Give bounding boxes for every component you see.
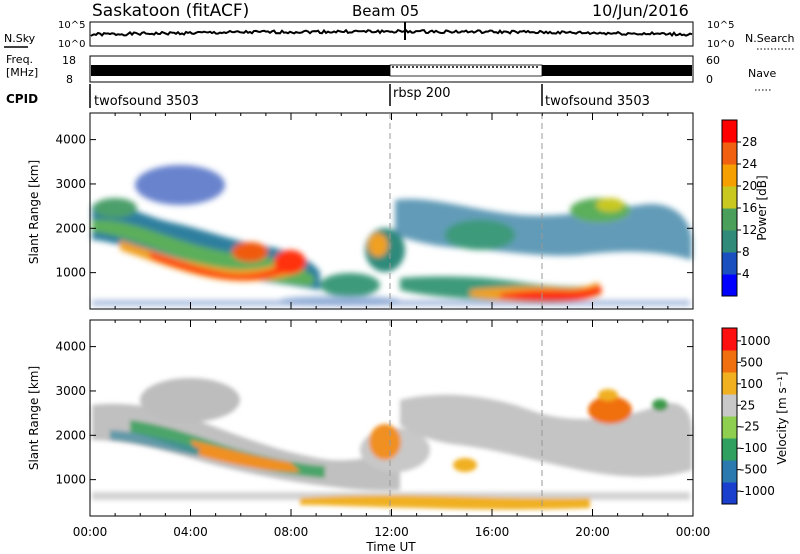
y-tick-label: 1000	[55, 473, 86, 487]
nave-tick-top: 60	[706, 54, 720, 67]
noise-panel: N.Sky 10^5 10^0 10^5 10^0 N.Search	[4, 20, 795, 50]
colorbar-tick-label: 500	[740, 355, 763, 369]
colorbar-segment	[722, 186, 737, 209]
y-tick-label: 2000	[55, 221, 86, 235]
colorbar-tick-label: -25	[740, 420, 760, 434]
colorbar-segment	[722, 416, 737, 439]
noise-tick-bottom-right: 10^0	[707, 39, 734, 50]
x-tick-label: 04:00	[173, 525, 208, 539]
freq-left-label: Freq.	[6, 53, 33, 66]
freq-tick-bottom: 8	[66, 73, 73, 86]
x-tick-label: 12:00	[374, 525, 409, 539]
colorbar-tick-label: -1000	[740, 484, 775, 498]
colorbar-segment	[722, 328, 737, 351]
cpid-segment-3: twofsound 3503	[545, 94, 650, 109]
power-colorbar: 4 8 12 16 20 24 28 Power [dB]	[721, 119, 769, 297]
velocity-colorbar-label: Velocity [m s⁻¹]	[775, 371, 789, 464]
colorbar-segment	[722, 164, 737, 187]
colorbar-segment	[722, 350, 737, 373]
colorbar-segment	[722, 438, 737, 461]
velocity-panel: 1000 2000 3000 4000 Slant Range [km]	[27, 319, 694, 517]
velocity-x-ticks	[89, 320, 694, 516]
colorbar-tick-label: 28	[742, 135, 757, 149]
colorbar-tick-label: 4	[742, 267, 750, 281]
cpid-row: CPID twofsound 3503 rbsp 200 twofsound 3…	[6, 84, 650, 109]
power-y-label: Slant Range [km]	[27, 160, 41, 264]
noise-left-label: N.Sky	[4, 32, 36, 45]
nave-right-label: Nave	[748, 67, 776, 80]
noise-tick-top-right: 10^5	[707, 20, 734, 31]
cpid-segment-2: rbsp 200	[393, 86, 451, 101]
power-y-axis: 1000 2000 3000 4000	[55, 133, 693, 280]
colorbar-tick-label: -100	[740, 441, 767, 455]
colorbar-segment	[722, 120, 737, 143]
y-tick-label: 2000	[55, 428, 86, 442]
colorbar-segment	[722, 372, 737, 395]
y-tick-label: 3000	[55, 384, 86, 398]
noise-sky-trace	[90, 28, 693, 37]
velocity-y-axis: 1000 2000 3000 4000	[55, 340, 693, 487]
colorbar-segment	[722, 460, 737, 483]
power-colorbar-label: Power [dB]	[755, 175, 769, 240]
power-panel: 1000 2000 3000 4000 Slant Range [km]	[27, 112, 694, 310]
velocity-y-label: Slant Range [km]	[27, 366, 41, 470]
time-axis-labels: 00:00 04:00 08:00 12:00 16:00 20:00 00:00	[73, 525, 711, 539]
x-tick-label: 08:00	[274, 525, 309, 539]
colorbar-tick-label: 1000	[740, 334, 771, 348]
y-tick-label: 4000	[55, 340, 86, 354]
x-tick-label: 20:00	[575, 525, 610, 539]
x-tick-label: 00:00	[73, 525, 108, 539]
noise-right-label: N.Search	[745, 32, 795, 45]
colorbar-segment	[722, 274, 737, 297]
noise-tick-top-left: 10^5	[58, 20, 85, 31]
colorbar-segment	[722, 230, 737, 253]
colorbar-segment	[722, 208, 737, 231]
y-tick-label: 4000	[55, 133, 86, 147]
noise-tick-bottom-left: 10^0	[58, 39, 85, 50]
nave-tick-bottom: 0	[706, 73, 713, 86]
colorbar-tick-label: -500	[740, 463, 767, 477]
cpid-segment-1: twofsound 3503	[94, 94, 199, 109]
colorbar-tick-label: 16	[742, 201, 757, 215]
colorbar-tick-label: 100	[740, 377, 763, 391]
colorbar-segment	[722, 252, 737, 275]
station-title: Saskatoon (fitACF)	[92, 1, 249, 21]
freq-tick-top: 18	[62, 54, 76, 67]
colorbar-tick-label: 25	[740, 398, 755, 412]
x-axis-label: Time UT	[365, 540, 416, 554]
date-label: 10/Jun/2016	[592, 1, 689, 20]
beam-label: Beam 05	[352, 2, 419, 20]
power-x-ticks	[89, 113, 694, 309]
freq-left-unit: [MHz]	[6, 66, 38, 79]
velocity-colorbar: 1000 500 100 25 -25 -100 -500 -1000 Velocity [m…	[721, 327, 789, 505]
velocity-echo-regions	[92, 378, 692, 510]
colorbar-segment	[722, 482, 737, 505]
x-tick-label: 16:00	[475, 525, 510, 539]
x-tick-label: 00:00	[676, 525, 711, 539]
cpid-label: CPID	[6, 92, 38, 106]
y-tick-label: 3000	[55, 177, 86, 191]
colorbar-segment	[722, 142, 737, 165]
frequency-panel: Freq. [MHz] 18 8 60 0 Nave	[6, 53, 776, 91]
colorbar-tick-label: 20	[742, 179, 757, 193]
colorbar-tick-label: 12	[742, 223, 757, 237]
colorbar-segment	[722, 394, 737, 417]
y-tick-label: 1000	[55, 266, 86, 280]
colorbar-tick-label: 24	[742, 157, 757, 171]
colorbar-tick-label: 8	[742, 245, 750, 259]
